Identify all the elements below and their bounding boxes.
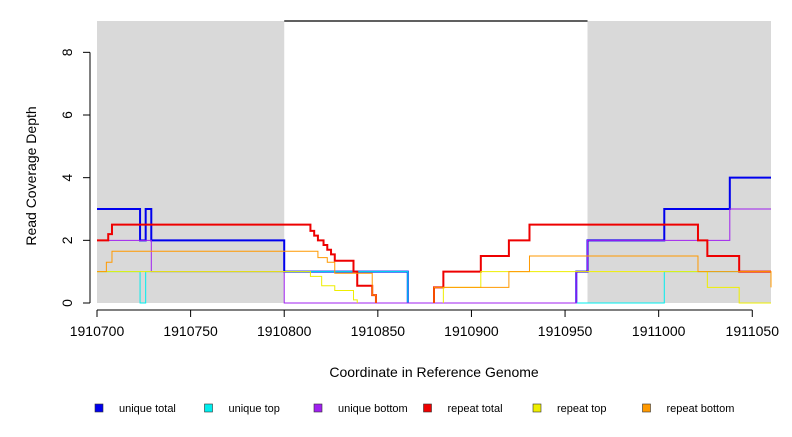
x-tick-label-1910950: 1910950 <box>538 323 593 339</box>
legend-item-unique-top: unique top <box>204 403 280 415</box>
x-tick-label-1911050: 1911050 <box>726 323 780 339</box>
legend-swatch-unique-bottom <box>313 403 323 413</box>
series-repeat-top-line-1 <box>97 271 358 303</box>
legend-label-unique-top: unique top <box>229 403 280 415</box>
legend-label-repeat-bottom: repeat bottom <box>667 403 735 415</box>
x-tick-label-1910800: 1910800 <box>257 323 312 339</box>
legend-swatch-unique-top <box>204 403 213 413</box>
legend-swatch-unique-total <box>94 403 104 413</box>
legend-label-unique-bottom: unique bottom <box>338 403 408 415</box>
series-repeat-bottom-line-1 <box>97 250 377 303</box>
legend-label-repeat-total: repeat total <box>448 403 503 415</box>
y-tick-label-0: 0 <box>59 299 75 307</box>
y-tick-label-6: 6 <box>59 111 75 119</box>
x-tick-label-1911000: 1911000 <box>632 323 686 339</box>
legend-swatch-repeat-bottom <box>642 403 651 413</box>
legend: unique total unique top unique bottom repea… <box>94 403 735 415</box>
x-tick-label-1910700: 1910700 <box>70 323 125 339</box>
legend-label-repeat-top: repeat top <box>557 403 607 415</box>
x-tick-label-1910850: 1910850 <box>351 323 406 339</box>
series-repeat-bottom-line-2 <box>433 255 772 303</box>
y-axis-title: Read Coverage Depth <box>23 106 39 245</box>
y-tick-label-8: 8 <box>59 48 75 56</box>
legend-item-repeat-top: repeat top <box>532 403 607 415</box>
legend-label-unique-total: unique total <box>119 403 176 415</box>
legend-item-repeat-bottom: repeat bottom <box>642 403 735 415</box>
legend-item-unique-bottom: unique bottom <box>313 403 408 415</box>
x-tick-label-1910900: 1910900 <box>444 323 499 339</box>
shaded-regions <box>97 21 771 303</box>
shaded-region-1 <box>97 21 285 303</box>
legend-item-unique-total: unique total <box>94 403 176 415</box>
shaded-region-2 <box>587 21 771 303</box>
x-tick-label-1910750: 1910750 <box>163 323 218 339</box>
legend-item-repeat-total: repeat total <box>423 403 503 415</box>
series-repeat-total-line-1 <box>97 223 377 303</box>
y-tick-label-2: 2 <box>59 236 75 244</box>
legend-swatch-repeat-top <box>532 403 542 413</box>
series-repeat-total-line-2 <box>433 223 771 303</box>
series-lines <box>97 176 772 304</box>
x-axis-title: Coordinate in Reference Genome <box>329 364 539 380</box>
axes: 1910700 1910750 1910800 1910850 1910900 19109… <box>59 48 779 339</box>
series-unique-bottom-line-1 <box>97 208 771 304</box>
y-tick-label-4: 4 <box>59 174 75 182</box>
legend-swatch-repeat-total <box>423 403 432 413</box>
